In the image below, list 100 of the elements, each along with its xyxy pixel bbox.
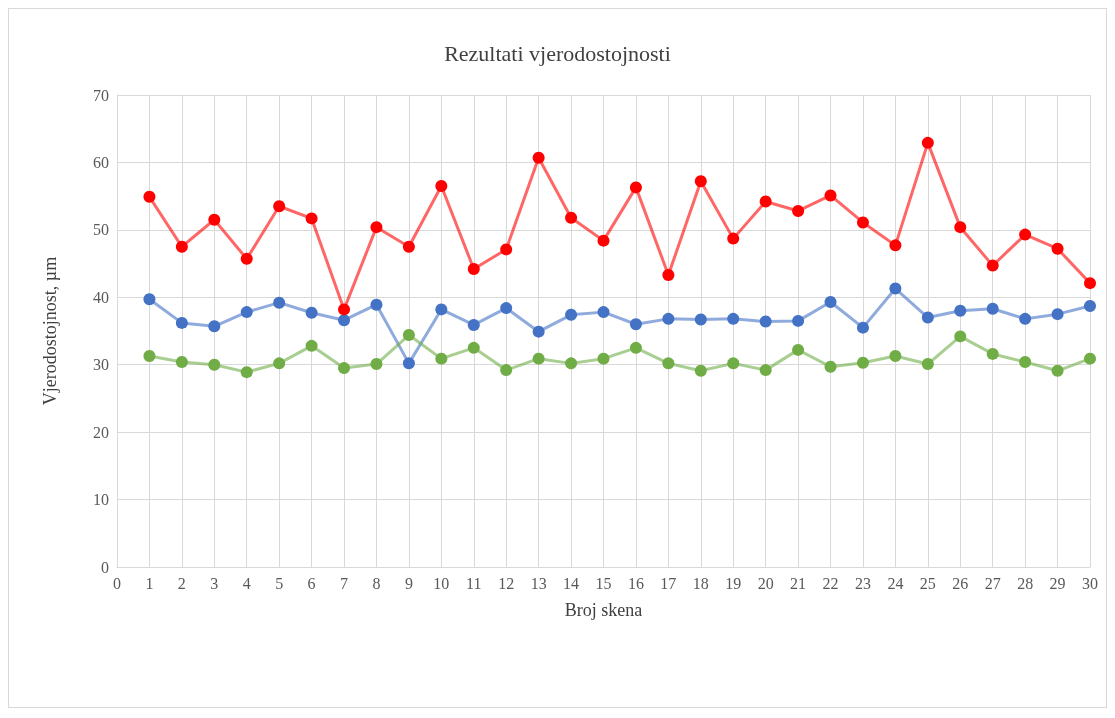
point	[694, 175, 707, 188]
point	[402, 240, 415, 253]
point	[856, 216, 869, 229]
point	[1084, 352, 1096, 365]
point	[856, 321, 869, 334]
point	[662, 269, 675, 282]
point	[565, 357, 578, 370]
point	[986, 302, 999, 315]
x-tick-label: 1	[145, 574, 154, 592]
point	[435, 352, 448, 365]
point	[565, 211, 578, 224]
y-tick-label: 60	[93, 153, 109, 171]
point	[921, 136, 934, 149]
point	[402, 329, 415, 342]
point	[240, 252, 253, 265]
point	[1051, 308, 1064, 321]
point	[759, 195, 772, 208]
point	[597, 352, 610, 365]
point	[792, 204, 805, 217]
point	[954, 304, 967, 317]
point	[597, 234, 610, 247]
point	[629, 181, 642, 194]
y-tick-label: 30	[93, 356, 109, 374]
point	[986, 347, 999, 360]
point	[175, 240, 188, 253]
x-tick-label: 22	[822, 574, 839, 592]
point	[175, 316, 188, 329]
x-tick-label: 18	[692, 574, 709, 592]
point	[954, 221, 967, 234]
point	[273, 296, 286, 309]
point	[370, 221, 383, 234]
x-tick-label: 21	[790, 574, 807, 592]
y-tick-label: 0	[101, 558, 109, 576]
x-tick-label: 5	[275, 574, 284, 592]
point	[1019, 356, 1032, 369]
point	[143, 349, 156, 362]
point	[1019, 312, 1032, 325]
point	[889, 282, 902, 295]
y-tick-label: 20	[93, 423, 109, 441]
x-tick-label: 7	[340, 574, 349, 592]
x-tick-label: 28	[1017, 574, 1034, 592]
x-tick-label: 10	[433, 574, 450, 592]
point	[467, 341, 480, 354]
point	[889, 239, 902, 252]
point	[532, 352, 545, 365]
y-tick-label: 40	[93, 288, 109, 306]
x-tick-label: 2	[177, 574, 186, 592]
point	[727, 312, 740, 325]
point	[467, 262, 480, 275]
y-tick-label: 50	[93, 221, 109, 239]
y-tick-label: 70	[93, 86, 109, 104]
y-tick-label: 10	[93, 491, 109, 509]
point	[824, 296, 837, 308]
point	[370, 358, 383, 371]
point	[986, 259, 999, 272]
x-tick-label: 16	[627, 574, 644, 592]
point	[500, 243, 513, 256]
point	[532, 151, 545, 164]
point	[565, 308, 578, 321]
point	[435, 180, 448, 193]
point	[143, 293, 156, 306]
point	[143, 190, 156, 203]
point	[629, 318, 642, 331]
point	[792, 343, 805, 356]
x-tick-label: 3	[210, 574, 219, 592]
x-tick-label: 15	[595, 574, 612, 592]
x-tick-label: 23	[854, 574, 871, 592]
point	[370, 298, 383, 311]
point	[500, 364, 513, 377]
point	[921, 311, 934, 324]
point	[824, 360, 837, 373]
x-tick-label: 27	[984, 574, 1001, 592]
point	[759, 315, 772, 328]
x-tick-label: 11	[466, 574, 482, 592]
x-tick-label: 26	[952, 574, 969, 592]
point	[727, 232, 740, 245]
point	[662, 357, 675, 370]
point	[1051, 242, 1064, 255]
chart-title: Rezultati vjerodostojnosti	[444, 40, 671, 66]
point	[1084, 300, 1096, 313]
point	[1019, 228, 1032, 241]
point	[240, 306, 253, 319]
x-tick-label: 14	[563, 574, 580, 592]
point	[1051, 364, 1064, 377]
x-tick-label: 19	[725, 574, 742, 592]
point	[273, 357, 286, 370]
point	[208, 358, 221, 371]
point	[175, 356, 188, 369]
x-tick-label: 13	[530, 574, 547, 592]
x-tick-label: 24	[887, 574, 904, 592]
x-tick-label: 17	[660, 574, 677, 592]
x-tick-label: 9	[404, 574, 413, 592]
point	[338, 362, 351, 375]
point	[240, 366, 253, 379]
x-axis-title: Broj skena	[564, 600, 643, 620]
point	[273, 200, 286, 213]
point	[824, 189, 837, 202]
point	[208, 320, 221, 333]
point	[662, 312, 675, 325]
point	[856, 356, 869, 369]
